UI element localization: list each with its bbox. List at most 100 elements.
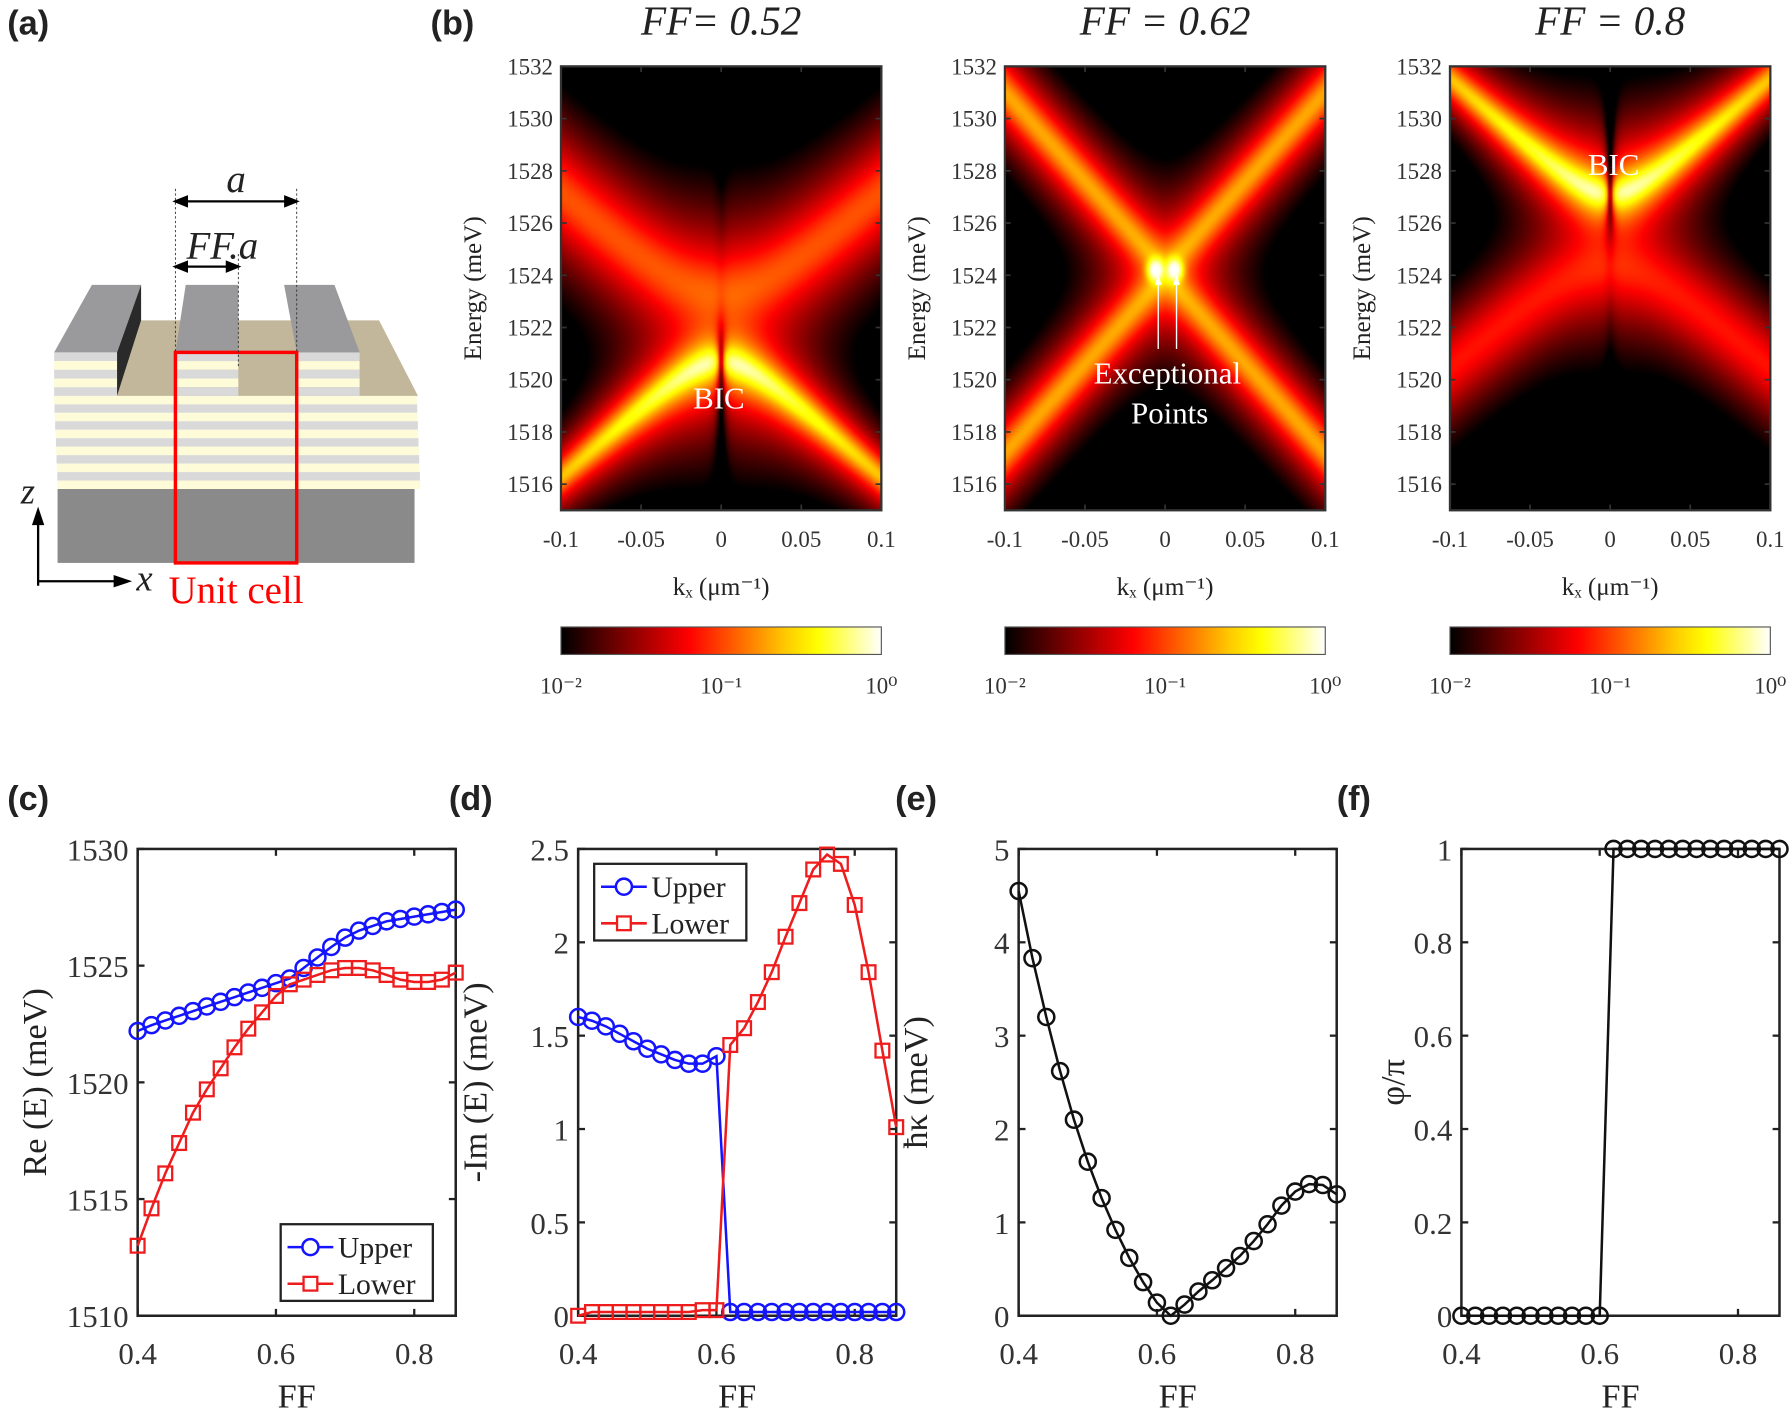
data-point [1230,1246,1250,1266]
data-point [1133,1272,1153,1292]
colorbar [1004,626,1326,656]
data-point [1701,839,1720,859]
ridge-layer [296,378,360,388]
y-tick-label: 1525 [67,949,129,984]
arrow-head [1173,274,1180,285]
data-point [1756,839,1775,859]
legend-marker [302,1275,319,1292]
legend-marker [615,915,632,932]
ridge-layer [296,387,360,396]
data-point [1521,1306,1540,1326]
data-point [860,964,877,981]
y-tick-label: 5 [994,832,1009,867]
data-point [1576,1306,1596,1326]
data-point [722,1036,739,1054]
period-label: a [226,158,245,201]
data-point [817,1302,837,1322]
heatmap-title: FF = 0.62 [1079,0,1251,43]
data-point [777,928,794,945]
layer [55,429,419,439]
data-point [432,902,452,922]
layer [54,395,417,405]
y-tick-label: 1528 [507,159,553,184]
legend-label: Upper [651,871,725,904]
data-point [1673,839,1692,859]
y-axis-label: Energy (meV) [904,216,931,360]
data-point [1064,1110,1084,1129]
y-tick-label: 1 [994,1206,1009,1241]
data-point [762,1302,782,1322]
x-axis-label: FF [278,1377,316,1413]
y-tick-label: 1518 [1396,420,1442,445]
x-tick-label: 0.1 [1756,527,1785,552]
data-point [1037,1007,1056,1027]
y-tick-label: 0.4 [1414,1112,1453,1147]
x-tick-label: 0.8 [835,1336,874,1371]
y-axis-label: φ/π [1374,1059,1412,1106]
ridge-layer [175,387,239,396]
x-axis-label: kₓ (μm⁻¹) [673,574,770,601]
y-tick-label: 2 [554,926,569,961]
x-axis-label: FF [718,1377,756,1413]
data-point [1147,1293,1167,1312]
y-tick-label: 1520 [507,368,553,393]
data-point [888,1119,905,1136]
layer [56,446,419,456]
data-point [143,1200,160,1217]
data-point [790,1302,809,1322]
heatmap-image [1004,66,1326,511]
ridge-side [117,284,142,396]
data-point [321,937,341,957]
multilayer-stack [54,395,421,490]
y-tick-label: 0.2 [1414,1206,1453,1241]
line-chart: 0.4 0.6 0.8 0 1 2 3 4 5 FF ħκ (meV) [897,832,1346,1413]
data-point [1175,1295,1194,1314]
y-tick-label: 0 [554,1299,569,1334]
x-tick-label: 0.4 [999,1336,1038,1371]
x-tick-label: 0.6 [257,1336,296,1371]
data-point [240,1020,257,1037]
x-tick-label: -0.1 [543,527,579,552]
x-tick-label: 0 [715,527,726,552]
x-tick-label: 0.6 [697,1336,736,1371]
data-point [1272,1196,1291,1215]
x-tick-label: 0.8 [1719,1336,1758,1371]
data-point [610,1024,629,1044]
layer [56,455,420,464]
colorbar-tick-label: 10⁻² [1429,673,1471,698]
x-axis-label: kₓ (μm⁻¹) [1562,574,1659,601]
x-axis-label: kₓ (μm⁻¹) [1117,574,1214,601]
ridge-layer [175,378,239,388]
y-tick-label: 1518 [951,420,997,445]
layer [55,438,419,447]
data-point [226,1039,243,1056]
y-tick-label: 1526 [507,211,553,236]
axes-arrows [31,506,133,588]
x-tick-label: 0.6 [1580,1336,1619,1371]
data-point [1645,839,1665,859]
y-tick-label: 1528 [951,159,997,184]
y-tick-label: 1522 [951,315,997,340]
grating-ridges [54,284,360,396]
data-point [157,1165,174,1182]
data-point [1299,1174,1319,1194]
ridge [175,284,239,396]
y-tick-label: 1510 [67,1299,129,1334]
data-point [693,1054,712,1073]
x-axis-label: x [135,557,152,598]
data-point [1687,839,1706,859]
legend-label: Lower [338,1268,416,1301]
x-tick-label: 0.4 [1442,1336,1481,1371]
line-chart: 0.4 0.6 0.8 0 0.2 0.4 0.6 0.8 1 FF φ/π [1374,832,1789,1413]
y-tick-label: 1532 [951,54,997,79]
data-point [1714,839,1734,859]
y-tick-label: 1532 [507,54,553,79]
ridge [54,284,142,396]
y-tick-label: 0.5 [530,1206,569,1241]
data-point [404,907,424,926]
x-tick-label: 0.8 [1276,1336,1315,1371]
y-tick-label: 1520 [67,1066,129,1101]
data-point [708,1302,725,1319]
